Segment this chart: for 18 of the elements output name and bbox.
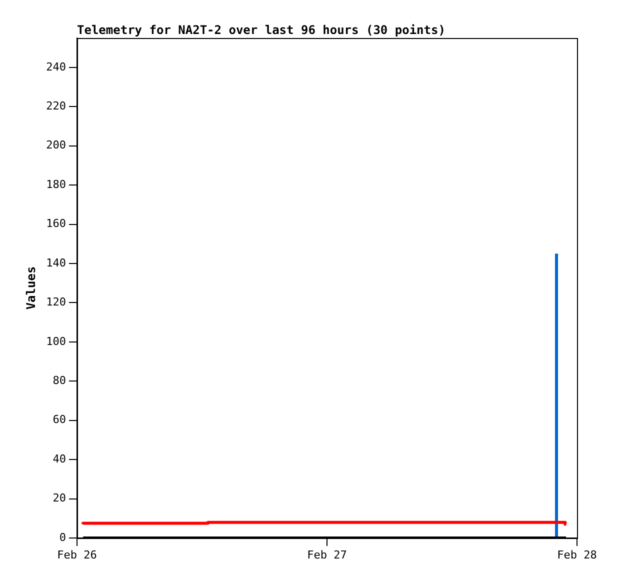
- y-tick-label: 100: [46, 334, 66, 348]
- x-tick-label: Feb 26: [57, 548, 97, 562]
- y-tick-label: 80: [52, 374, 66, 387]
- y-tick-label: 200: [46, 138, 66, 152]
- y-tick-label: 120: [46, 296, 66, 309]
- y-tick-label: 240: [46, 60, 66, 74]
- y-axis-title: Values: [24, 266, 38, 310]
- y-tick-label: 60: [52, 413, 66, 426]
- y-tick-label: 20: [52, 492, 66, 505]
- y-tick-label: 160: [46, 217, 66, 230]
- x-tick-label: Feb 28: [557, 548, 597, 562]
- y-tick-label: 180: [46, 178, 66, 191]
- y-tick-label: 40: [52, 452, 66, 466]
- y-tick-label: 220: [46, 99, 66, 112]
- x-tick-label: Feb 27: [307, 548, 347, 562]
- y-tick-label: 0: [59, 530, 66, 544]
- chart-title: Telemetry for NA2T-2 over last 96 hours (30 points): [77, 23, 446, 38]
- y-tick-label: 140: [46, 256, 66, 270]
